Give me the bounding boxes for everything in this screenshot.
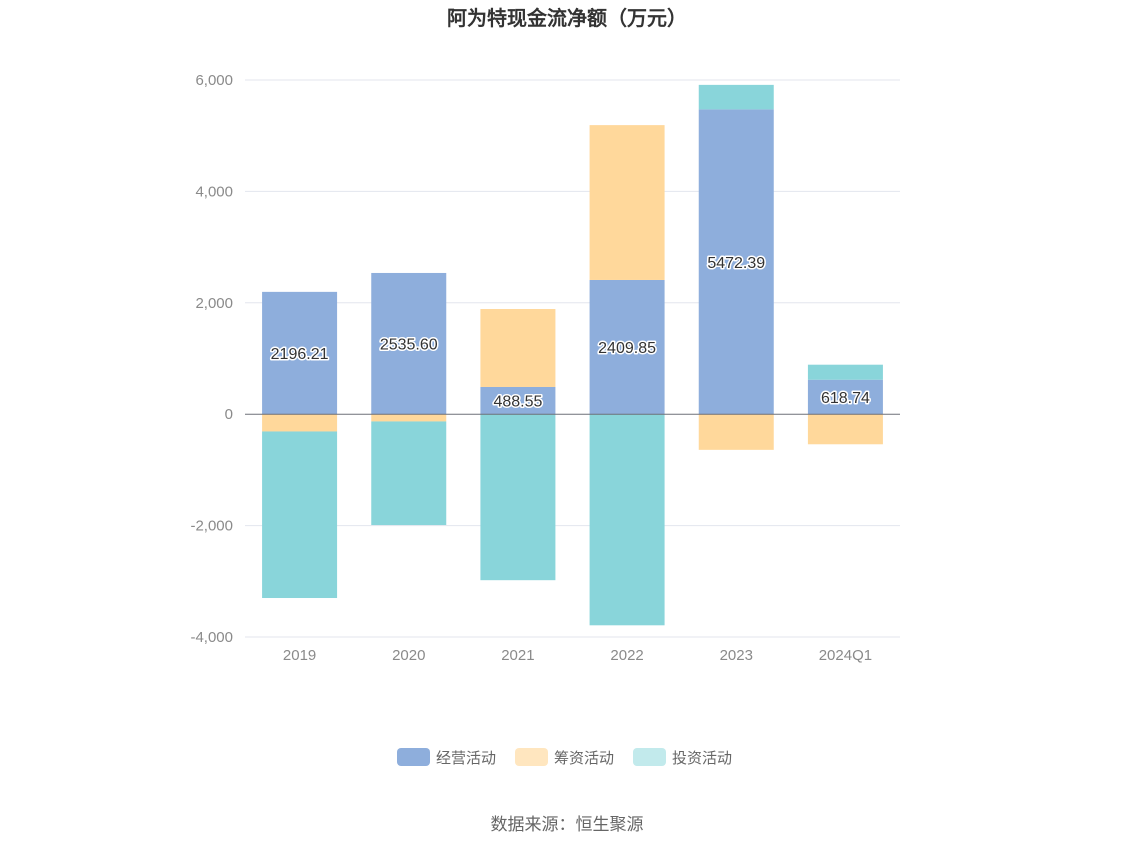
x-tick-label: 2020 <box>392 647 425 664</box>
legend-swatch-2 <box>633 748 666 766</box>
y-tick-label: 0 <box>225 406 233 423</box>
y-axis-ticks: 6,000 4,000 2,000 0 -2,000 -4,000 <box>190 72 233 646</box>
legend: 经营活动 筹资活动 投资活动 <box>397 748 732 767</box>
grid-lines <box>245 79 900 638</box>
source-note: 数据来源：恒生聚源 <box>491 815 644 835</box>
bar-2019-s1 <box>262 414 338 432</box>
bar-2021-s0 <box>480 386 556 415</box>
bar-2022-s2 <box>589 414 665 626</box>
bar-2020-s2 <box>371 421 447 526</box>
data-label-2024Q1: 618.74 <box>821 390 870 407</box>
data-labels: 2196.21 2535.60 488.55 2409.85 5472.39 618.74 <box>269 253 871 412</box>
x-tick-label: 2022 <box>610 647 643 664</box>
data-label-2022: 2409.85 <box>598 340 656 357</box>
bar-2020-s1 <box>371 414 447 422</box>
bar-2023-s2 <box>698 84 774 110</box>
bar-2024Q1-s0 <box>807 379 883 415</box>
x-tick-label: 2021 <box>501 647 534 664</box>
bar-2023-s1 <box>698 414 774 450</box>
bar-2021-s2 <box>480 414 556 581</box>
y-tick-label: -2,000 <box>190 518 233 535</box>
x-axis-ticks: 2019 2020 2021 2022 2023 2024Q1 <box>283 647 872 664</box>
y-tick-label: 6,000 <box>195 72 233 89</box>
data-label-2020: 2535.60 <box>380 337 438 354</box>
bar-2024Q1-s1 <box>807 414 883 445</box>
bar-2022-s0 <box>589 279 665 415</box>
legend-swatch-0 <box>397 748 430 766</box>
legend-label-1: 筹资活动 <box>554 749 614 767</box>
bar-2024Q1-s2 <box>807 364 883 380</box>
bar-2023-s0 <box>698 109 774 415</box>
y-tick-label: -4,000 <box>190 629 233 646</box>
data-label-2019: 2196.21 <box>271 346 329 363</box>
y-tick-label: 4,000 <box>195 183 233 200</box>
x-tick-label: 2023 <box>720 647 753 664</box>
data-label-2021: 488.55 <box>493 394 542 411</box>
bar-2022-s1 <box>589 125 665 280</box>
legend-swatch-1 <box>515 748 548 766</box>
bar-2019-s2 <box>262 431 338 599</box>
bar-2021-s1 <box>480 309 556 387</box>
bar-2019-s0 <box>262 291 338 415</box>
data-label-2023: 5472.39 <box>707 255 765 272</box>
bar-series <box>262 84 883 626</box>
x-tick-label: 2024Q1 <box>819 647 872 664</box>
x-tick-label: 2019 <box>283 647 316 664</box>
chart-title: 阿为特现金流净额（万元） <box>447 6 687 30</box>
y-tick-label: 2,000 <box>195 295 233 312</box>
bar-2020-s0 <box>371 272 447 415</box>
legend-label-0: 经营活动 <box>436 749 496 767</box>
legend-label-2: 投资活动 <box>672 749 732 767</box>
